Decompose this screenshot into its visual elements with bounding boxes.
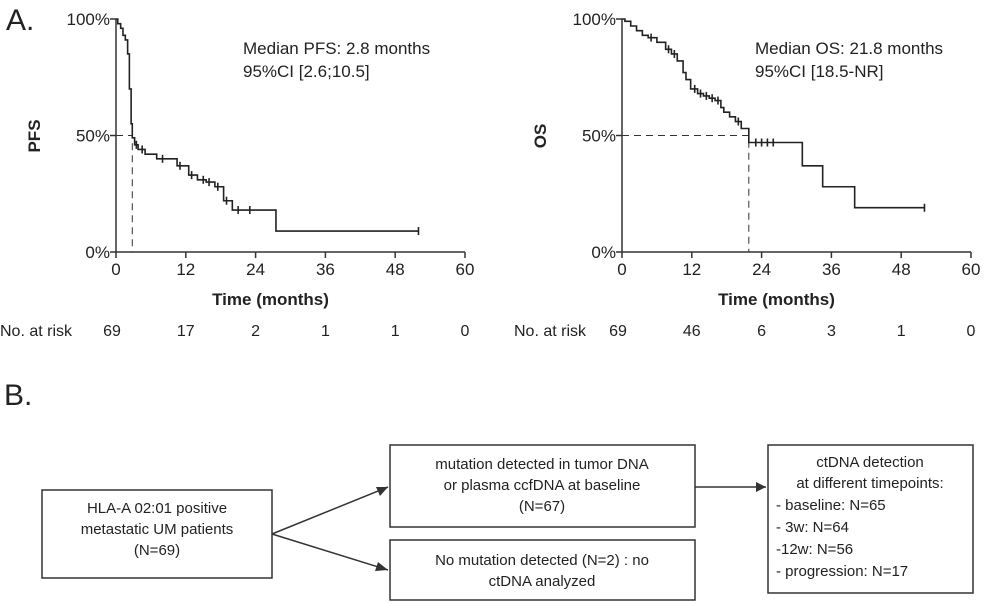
arrow-to-detected (271, 486, 389, 535)
arrowhead (756, 482, 766, 492)
x-tick-label: 24 (752, 260, 771, 279)
at-risk-count: 0 (967, 323, 976, 340)
start-line: (N=69) (134, 542, 180, 559)
x-tick-label: 60 (456, 260, 475, 279)
median-annotation: Median PFS: 2.8 months (243, 39, 430, 58)
at-risk-count: 2 (251, 323, 260, 340)
ctdna-item: -12w: N=56 (776, 541, 853, 558)
at-risk-count: 69 (103, 323, 121, 340)
ctdna-box (767, 444, 974, 594)
y-axis-label: PFS (25, 119, 44, 152)
detected-line: mutation detected in tumor DNA (435, 456, 648, 473)
start-box (41, 489, 273, 579)
median-guide (116, 135, 133, 252)
median-annotation: Median OS: 21.8 months (755, 39, 943, 58)
x-axis-label: Time (months) (718, 290, 835, 309)
x-tick-label: 0 (111, 260, 120, 279)
x-tick-label: 0 (617, 260, 626, 279)
detected-line: or plasma ccfDNA at baseline (444, 477, 641, 494)
at-risk-count: 0 (461, 323, 470, 340)
at-risk-count: 69 (609, 323, 627, 340)
detected-box (389, 444, 696, 528)
at-risk-label: No. at risk (0, 323, 73, 340)
not-detected-box (389, 539, 696, 601)
ctdna-item: - progression: N=17 (776, 563, 908, 580)
panel-a-label: A. (6, 4, 34, 37)
at-risk-count: 17 (177, 323, 195, 340)
pfs-km-plot: 0 12 24 36 48 600%50%100%Time (months)PFSMedi… (0, 10, 474, 340)
ci-annotation: 95%CI [2.6;10.5] (243, 62, 370, 81)
x-tick-label: 36 (822, 260, 841, 279)
y-tick-label: 50% (582, 127, 616, 146)
x-tick-label: 60 (962, 260, 981, 279)
survival-curve (622, 18, 925, 209)
survival-curve (116, 18, 419, 232)
x-tick-label: 12 (682, 260, 701, 279)
x-tick-label: 36 (316, 260, 335, 279)
ctdna-title-line: at different timepoints: (796, 475, 943, 492)
x-axis-label: Time (months) (212, 290, 329, 309)
y-tick-label: 100% (67, 10, 110, 29)
ctdna-item: - 3w: N=64 (776, 519, 849, 536)
flowchart: HLA-A 02:01 positive metastatic UM patie… (41, 444, 974, 601)
at-risk-count: 1 (321, 323, 330, 340)
at-risk-count: 1 (897, 323, 906, 340)
not-detected-line: No mutation detected (N=2) : no (435, 552, 649, 569)
x-tick-label: 24 (246, 260, 265, 279)
start-line: metastatic UM patients (81, 521, 234, 538)
x-tick-label: 48 (892, 260, 911, 279)
detected-line: (N=67) (519, 498, 565, 515)
start-line: HLA-A 02:01 positive (87, 500, 227, 517)
y-tick-label: 100% (573, 10, 616, 29)
y-tick-label: 0% (85, 243, 110, 262)
ctdna-title-line: ctDNA detection (816, 454, 924, 471)
y-axis-label: OS (531, 124, 550, 149)
x-tick-label: 12 (176, 260, 195, 279)
at-risk-count: 3 (827, 323, 836, 340)
x-tick-label: 48 (386, 260, 405, 279)
at-risk-count: 6 (757, 323, 766, 340)
arrowhead (375, 562, 388, 571)
y-tick-label: 0% (591, 243, 616, 262)
not-detected-line: ctDNA analyzed (489, 573, 596, 590)
at-risk-count: 1 (391, 323, 400, 340)
y-tick-label: 50% (76, 127, 110, 146)
os-km-plot: 0 12 24 36 48 600%50%100%Time (months)OSMedia… (514, 10, 980, 340)
ci-annotation: 95%CI [18.5-NR] (755, 62, 884, 81)
median-guide (622, 135, 750, 252)
at-risk-count: 46 (683, 323, 701, 340)
arrow-to-not-detected (271, 533, 389, 571)
panel-b-label: B. (4, 379, 32, 412)
arrowhead (376, 487, 388, 496)
ctdna-item: - baseline: N=65 (776, 497, 886, 514)
at-risk-label: No. at risk (514, 323, 587, 340)
